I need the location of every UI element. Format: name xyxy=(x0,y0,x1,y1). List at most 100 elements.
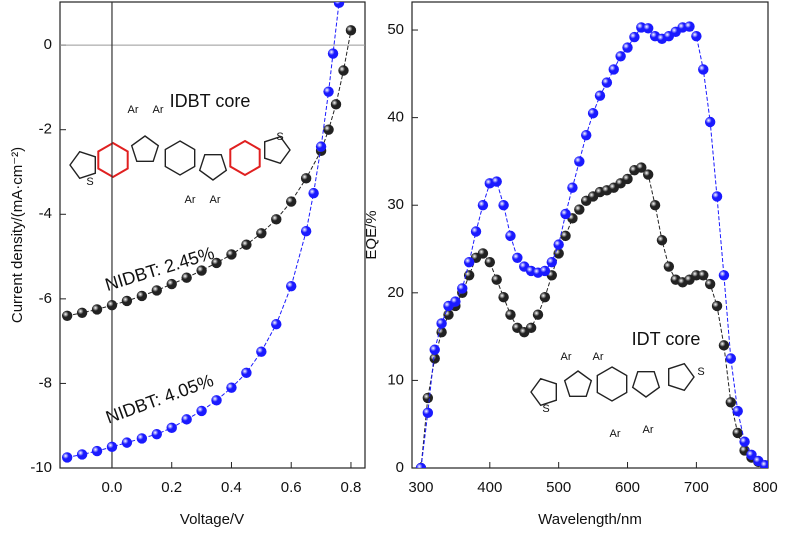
x-tick-label: 0.8 xyxy=(341,479,362,496)
data-point xyxy=(61,310,73,321)
data-point xyxy=(345,25,357,36)
y-tick-label: 20 xyxy=(387,284,404,301)
data-point xyxy=(241,239,252,250)
molecule-bond xyxy=(130,135,160,163)
data-point xyxy=(415,462,427,468)
data-point xyxy=(505,309,516,320)
x-tick-label: 0.2 xyxy=(161,479,182,496)
data-point xyxy=(567,182,578,193)
data-point xyxy=(323,86,334,97)
molecule-bond xyxy=(229,139,261,177)
data-point xyxy=(226,249,237,260)
data-point xyxy=(629,31,640,43)
data-point xyxy=(61,452,73,463)
data-point xyxy=(622,173,633,185)
data-point xyxy=(422,392,434,404)
data-point xyxy=(663,261,675,272)
y-tick-label: -2 xyxy=(39,121,52,138)
data-point xyxy=(457,283,468,294)
data-point xyxy=(718,270,730,281)
data-point xyxy=(615,51,626,62)
data-point xyxy=(546,256,557,268)
molecule-bond xyxy=(530,377,557,407)
data-point xyxy=(704,116,716,128)
annotation: IDT core xyxy=(632,329,701,349)
molecule-label: S xyxy=(86,176,93,188)
plot-frame xyxy=(411,1,769,469)
x-tick-label: 0.0 xyxy=(102,479,123,496)
data-point xyxy=(166,422,177,434)
molecule-label: S xyxy=(697,366,704,378)
data-point xyxy=(484,256,496,268)
data-point xyxy=(498,291,509,303)
data-point xyxy=(211,257,222,269)
data-point xyxy=(330,99,342,110)
y-axis-label: Current density/(mA·cm⁻²) xyxy=(9,147,26,323)
data-point xyxy=(539,265,551,277)
series-line xyxy=(420,25,766,468)
y-tick-label: 30 xyxy=(387,196,404,213)
data-point xyxy=(649,200,661,211)
data-point xyxy=(739,436,750,447)
data-point xyxy=(711,191,723,202)
data-point xyxy=(226,382,237,393)
molecule-bond xyxy=(668,362,695,392)
x-axis-label: Wavelength/nm xyxy=(538,511,642,528)
data-point xyxy=(725,353,737,364)
molecule-label: Ar xyxy=(128,104,139,116)
data-point xyxy=(574,156,585,167)
x-tick-label: 0.6 xyxy=(281,479,302,496)
molecule-label: Ar xyxy=(593,351,604,363)
annotation: NIDBT: 4.05% xyxy=(103,370,216,427)
data-point xyxy=(136,290,148,302)
data-point xyxy=(642,169,654,180)
y-tick-label: 10 xyxy=(387,371,404,388)
x-tick-label: 500 xyxy=(546,479,571,496)
data-point xyxy=(560,208,571,220)
data-point xyxy=(732,427,743,439)
data-point xyxy=(181,414,192,425)
data-point xyxy=(151,285,162,296)
data-point xyxy=(725,397,737,408)
x-tick-label: 300 xyxy=(408,479,433,496)
data-point xyxy=(308,187,319,199)
data-point xyxy=(636,162,647,173)
data-point xyxy=(642,23,654,34)
data-point xyxy=(121,437,133,448)
molecule-label: Ar xyxy=(610,428,621,440)
data-point xyxy=(684,21,695,32)
molecule-label: Ar xyxy=(210,194,221,206)
data-point xyxy=(553,239,564,250)
y-tick-label: -8 xyxy=(39,374,52,391)
x-tick-label: 700 xyxy=(684,479,709,496)
molecule-label: Ar xyxy=(153,104,164,116)
data-point xyxy=(211,395,222,406)
data-point xyxy=(286,280,297,292)
data-point xyxy=(587,108,599,119)
data-point xyxy=(181,272,192,283)
data-point xyxy=(718,340,730,351)
data-point xyxy=(732,405,743,417)
data-point xyxy=(450,296,461,307)
data-point xyxy=(256,228,267,239)
data-point xyxy=(151,428,162,440)
data-point xyxy=(760,460,768,468)
data-point xyxy=(196,405,207,417)
molecule-bond xyxy=(198,153,228,181)
data-point xyxy=(429,344,440,355)
data-point xyxy=(300,173,312,184)
data-point xyxy=(560,230,571,242)
data-point xyxy=(338,65,349,76)
x-axis-label: Voltage/V xyxy=(180,511,244,528)
data-point xyxy=(271,214,282,225)
data-point xyxy=(91,304,103,315)
x-tick-label: 600 xyxy=(615,479,640,496)
data-point xyxy=(525,322,537,334)
data-point xyxy=(136,433,148,444)
data-point xyxy=(477,200,489,211)
data-point xyxy=(256,346,267,357)
data-point xyxy=(704,278,716,290)
data-point xyxy=(594,90,606,101)
data-point xyxy=(196,265,207,276)
